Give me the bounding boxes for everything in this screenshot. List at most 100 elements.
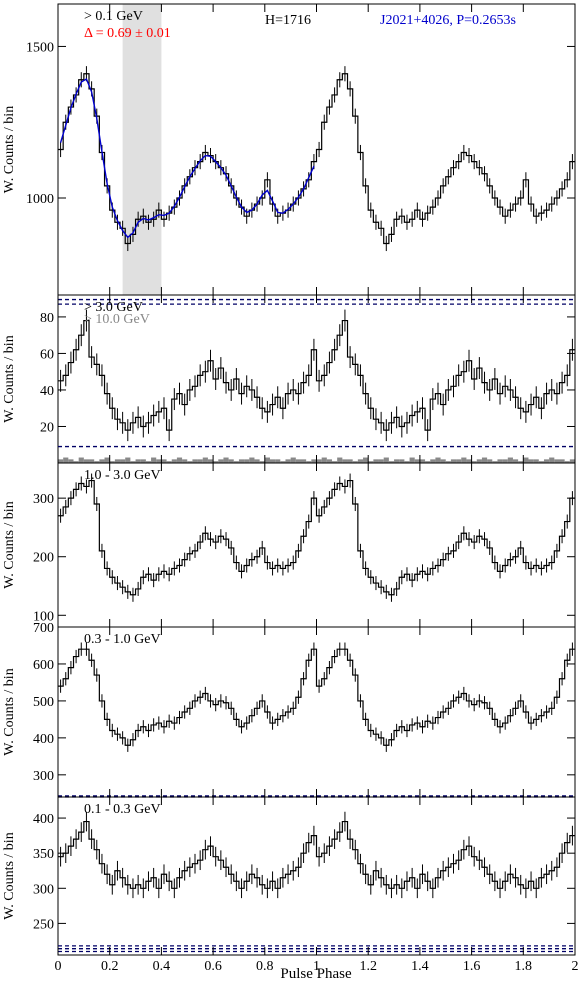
panel-third: 100 200 300 W. Counts / bin 1.0 - 3.0 GeV (2, 462, 576, 628)
secondary-bar (171, 459, 177, 463)
energy-label: 0.3 - 1.0 GeV (84, 632, 161, 647)
secondary-bar (538, 461, 544, 463)
y-axis-label: W. Counts / bin (2, 832, 17, 919)
secondary-bar (466, 459, 472, 463)
error-bars (60, 811, 573, 899)
secondary-bar (373, 459, 379, 463)
secondary-bar (285, 459, 291, 463)
secondary-bar (378, 459, 384, 463)
x-tick-label: 1 (313, 959, 320, 974)
y-tick-label: 300 (33, 492, 54, 507)
x-tick-label: 0 (55, 959, 62, 974)
secondary-bar (487, 459, 493, 463)
secondary-bar (306, 461, 312, 463)
delta-label: Δ = 0.69 ± 0.01 (84, 26, 171, 41)
y-tick-label: 40 (40, 384, 54, 399)
h-statistic-label: H=1716 (265, 13, 311, 28)
secondary-bar (569, 459, 575, 463)
y-tick-label: 350 (33, 847, 54, 862)
x-tick-label: 1.8 (515, 959, 533, 974)
histogram-series (58, 648, 575, 746)
error-bars (60, 473, 573, 602)
secondary-bar (89, 459, 95, 463)
secondary-bar (94, 461, 100, 463)
secondary-bar (207, 459, 214, 463)
secondary-bar (275, 459, 281, 463)
secondary-bar (337, 457, 343, 463)
error-bars (60, 642, 573, 752)
histogram-series (58, 820, 575, 889)
secondary-bar (357, 459, 364, 463)
y-tick-label: 400 (33, 812, 54, 827)
secondary-bar (197, 459, 203, 463)
y-tick-label: 1500 (26, 40, 54, 55)
secondary-bar (399, 459, 405, 463)
secondary-bar (394, 459, 400, 463)
secondary-bar (347, 459, 353, 463)
secondary-bar (481, 457, 488, 463)
secondary-bar (120, 459, 126, 463)
y-tick-label: 300 (33, 769, 54, 784)
secondary-bar (440, 459, 446, 463)
secondary-bar (456, 459, 462, 463)
energy-label: > 3.0 GeV (84, 300, 143, 315)
x-tick-label: 0.8 (256, 959, 274, 974)
secondary-bar (295, 459, 301, 463)
panel-fourth: 300 400 500 600 700 W. Counts / bin 0.3 - 1.0 … (2, 621, 576, 798)
secondary-bar (414, 459, 420, 463)
secondary-bar (564, 461, 570, 463)
x-tick-label: 1.4 (411, 959, 429, 974)
secondary-bar (223, 457, 229, 463)
y-axis-label: W. Counts / bin (2, 501, 17, 588)
secondary-bar (58, 459, 64, 463)
y-axis-label: W. Counts / bin (2, 335, 17, 422)
secondary-bar (114, 459, 121, 463)
secondary-bar (554, 459, 560, 463)
secondary-bar (435, 457, 441, 463)
shaded-region (122, 4, 162, 295)
secondary-bar (502, 459, 508, 463)
secondary-bar (368, 461, 374, 463)
y-tick-label: 250 (33, 917, 54, 932)
secondary-bar (135, 459, 141, 463)
secondary-bar (254, 459, 260, 463)
energy-label: 1.0 - 3.0 GeV (84, 468, 161, 483)
secondary-bar (192, 459, 198, 463)
secondary-bar (321, 457, 327, 463)
secondary-bar (104, 457, 110, 463)
secondary-bar (244, 459, 250, 463)
error-bars (60, 309, 573, 442)
secondary-bar (471, 461, 477, 463)
secondary-bar (425, 461, 431, 463)
x-tick-label: 1.2 (359, 959, 377, 974)
secondary-bar (238, 459, 245, 463)
y-tick-label: 400 (33, 732, 54, 747)
secondary-bar (363, 457, 369, 463)
x-tick-label: 0.2 (101, 959, 119, 974)
secondary-bar (233, 461, 239, 463)
fit-curve (59, 78, 315, 239)
y-tick-label: 100 (33, 609, 54, 624)
histogram-series (58, 319, 575, 431)
panel-bottom: 250 300 350 400 0 0.2 0.4 0.6 0.8 1 1.2 1.4 1.6 1.8 2 W… (2, 796, 579, 974)
secondary-bar (311, 459, 317, 463)
secondary-bar (161, 459, 167, 463)
secondary-bar (388, 461, 395, 463)
secondary-bar (528, 459, 534, 463)
secondary-bar (145, 461, 152, 463)
secondary-bar (269, 459, 276, 463)
x-tick-label: 0.6 (204, 959, 222, 974)
secondary-bar (202, 457, 208, 463)
x-tick-label: 0.4 (153, 959, 171, 974)
secondary-bar (109, 461, 115, 463)
y-tick-label: 20 (40, 420, 54, 435)
axes-frame (57, 796, 576, 956)
secondary-bar (228, 459, 234, 463)
secondary-bar (445, 461, 451, 463)
histogram-series (58, 73, 575, 245)
secondary-series (58, 457, 575, 463)
secondary-bar (326, 459, 333, 463)
y-tick-label: 700 (33, 621, 54, 636)
